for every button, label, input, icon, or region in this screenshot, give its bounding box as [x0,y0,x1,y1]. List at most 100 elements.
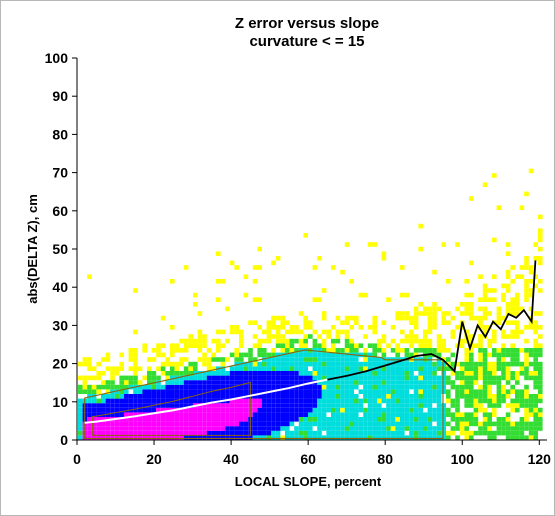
density-cell [174,371,180,376]
density-cell [137,430,143,436]
density-cell [459,394,465,399]
density-cell [487,398,492,404]
density-cell [317,348,322,353]
density-cell [331,403,336,408]
density-cell [331,343,336,348]
density-cell [211,435,216,440]
density-cell [206,426,212,431]
density-cell [487,417,492,422]
density-cell [321,361,327,367]
density-cell [308,361,313,367]
density-cell [271,398,276,404]
density-cell [280,407,285,413]
density-cell [505,403,511,408]
density-cell [496,421,502,427]
density-cell [519,348,525,353]
density-cell [96,375,101,381]
density-cell [220,417,226,422]
density-cell [492,380,497,385]
density-cell [308,384,313,390]
density-cell [446,430,451,436]
density-cell [427,412,433,417]
density-cell [478,394,483,399]
density-cell [285,389,290,394]
density-cell [211,398,216,404]
density-cell [409,412,414,417]
density-cell [432,325,437,330]
density-cell [492,412,497,417]
density-cell [363,292,368,298]
density-cell [298,417,304,422]
density-cell [188,407,193,413]
density-cell [469,394,474,399]
density-cell [289,361,295,367]
density-cell [257,375,262,381]
density-cell [538,279,543,284]
density-cell [358,366,364,371]
density-cell [344,384,350,390]
density-cell [280,334,285,339]
y-tick-label: 30 [52,317,68,333]
density-cell [358,375,364,381]
density-cell [441,338,446,344]
density-cell [478,343,483,348]
density-cell [400,371,405,376]
density-cell [326,380,331,385]
density-cell [160,352,166,358]
density-cell [183,417,189,422]
density-cell [183,394,189,399]
density-cell [367,435,373,440]
density-cell [110,412,115,417]
density-cell [202,407,207,413]
density-cell [496,394,502,399]
density-cell [294,329,299,335]
median-curve-low [84,378,328,424]
density-cell [229,371,235,376]
density-cell [285,352,290,358]
density-cell [202,426,207,431]
density-cell [211,375,216,381]
density-cell [400,394,405,399]
density-cell [427,421,433,427]
density-cell [386,403,391,408]
density-cell [289,371,295,376]
density-cell [262,357,267,362]
density-cell [372,389,377,394]
density-cell [432,394,437,399]
density-cell [170,430,175,436]
density-cell [372,320,377,325]
density-cell [482,426,488,431]
density-cell [367,384,373,390]
density-cell [234,426,239,431]
density-cell [478,334,483,339]
density-cell [216,407,221,413]
density-cell [82,384,88,390]
density-cell [193,435,198,440]
density-cell [349,366,354,371]
density-cell [404,366,410,371]
density-cell [372,417,377,422]
density-cell [147,435,152,440]
density-cell [193,380,198,385]
density-cell [344,361,350,367]
density-cell [515,357,520,362]
density-cell [496,398,502,404]
density-cell [386,407,391,413]
density-cell [225,421,230,427]
density-cell [147,394,152,399]
density-cell [87,398,92,404]
density-cell [464,430,469,436]
x-tick-label: 0 [73,451,81,467]
density-cell [229,394,235,399]
density-cell [262,412,267,417]
density-cell [156,421,161,427]
density-cell [441,380,446,385]
density-cell [303,384,308,390]
density-cell [528,435,534,440]
density-cell [137,394,143,399]
density-cell [174,389,180,394]
density-cell [280,371,285,376]
density-cell [381,361,387,367]
density-cell [386,394,391,399]
density-cell [206,366,212,371]
